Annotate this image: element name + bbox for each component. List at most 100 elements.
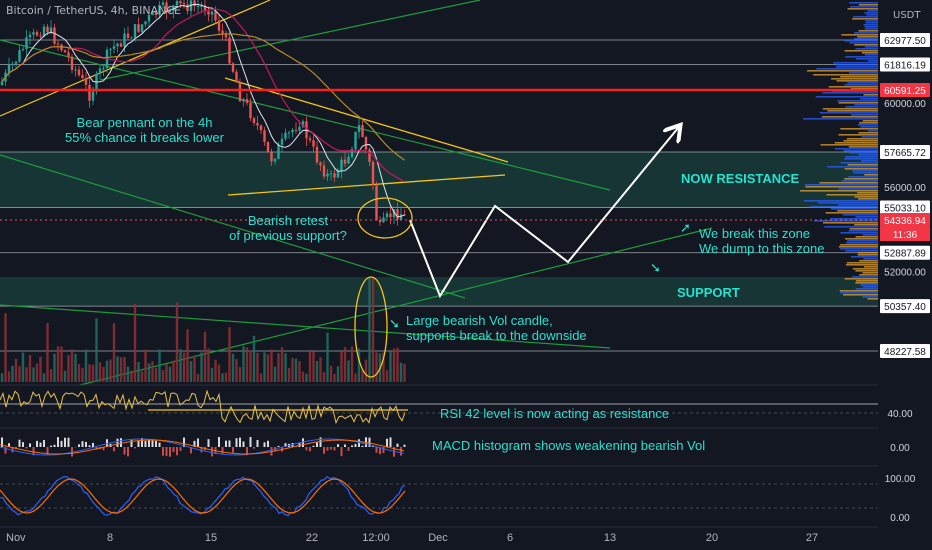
bearish-retest-line2: of previous support? [229, 228, 347, 243]
volume-bar [70, 349, 74, 382]
macd-hist-bar [400, 447, 402, 456]
price-label-3: 60000.00 [884, 99, 926, 110]
macd-hist-bar [151, 440, 154, 447]
macd-hist-bar [221, 447, 224, 454]
volume-bar [144, 349, 147, 382]
candle-body [14, 61, 18, 64]
vol-candle-note: Large bearish Vol candle, supports break… [406, 313, 587, 343]
price-label-bg-6 [880, 200, 930, 215]
volume-bar [14, 358, 18, 382]
volume-bar [385, 370, 389, 382]
volume-profile-bar [849, 2, 878, 4]
volume-bar [172, 360, 175, 382]
candle-body [32, 32, 35, 35]
macd-hist-bar [116, 438, 119, 447]
volume-bar [280, 347, 284, 382]
volume-profile-bar [865, 20, 878, 22]
volume-profile-bar [844, 278, 878, 280]
volume-bar [315, 360, 319, 382]
volume-profile-bar [813, 74, 878, 76]
macd-hist-bar [32, 447, 35, 456]
candle-body [263, 130, 266, 142]
candle-body [196, 5, 200, 7]
price-label-bg-11 [880, 344, 930, 358]
candle-body [305, 121, 308, 139]
macd-hist-bar [344, 444, 346, 447]
macd-hist-bar [393, 447, 395, 457]
volume-profile-bar [835, 64, 878, 66]
volume-profile-bar [846, 138, 878, 140]
volume-bar [63, 370, 67, 382]
volume-bar [53, 353, 56, 382]
volume-bar [196, 373, 200, 382]
volume-bar [175, 302, 179, 382]
candle-body [221, 30, 224, 34]
volume-bar [77, 364, 81, 382]
macd-hist-bar [50, 445, 52, 447]
volume-bar [259, 373, 263, 382]
macd-hist-bar [88, 445, 91, 447]
candle-body [112, 46, 116, 49]
volume-profile-bar [862, 286, 878, 288]
price-label-bg-4 [880, 144, 930, 159]
candle-body [133, 24, 137, 38]
price-label-9: 52000.00 [884, 267, 926, 278]
volume-bar [158, 349, 161, 382]
candle-body [294, 129, 298, 131]
volume-profile-bar [853, 16, 878, 18]
volume-bar [308, 351, 312, 382]
volume-profile-bar [840, 128, 878, 130]
volume-bar [147, 363, 151, 382]
macd-hist-bar [123, 447, 126, 455]
macd-hist-bar [242, 441, 245, 447]
volume-profile-bar [824, 226, 878, 228]
candle-body [203, 5, 207, 12]
volume-profile-bar [847, 240, 878, 242]
volume-profile-bar [865, 22, 878, 24]
volume-profile-bar [863, 258, 878, 260]
volume-profile-bar [838, 204, 878, 206]
volume-profile-bar [858, 132, 878, 134]
rsi-note: RSI 42 level is now acting as resistance [440, 406, 670, 421]
candle-body [322, 165, 326, 177]
macd-hist-bar [165, 447, 168, 457]
volume-bar [270, 349, 273, 382]
candle-body [7, 64, 11, 73]
candle-body [179, 0, 182, 4]
volume-profile-bar [845, 106, 878, 108]
volume-profile-bar [857, 254, 878, 256]
volume-bar [133, 303, 137, 382]
volume-profile-bar [862, 120, 878, 122]
candle-body [392, 209, 396, 218]
candle-body [385, 213, 389, 218]
macd-hist-bar [326, 447, 329, 451]
volume-bar [228, 327, 231, 382]
candle-body [21, 49, 25, 51]
candle-body [168, 11, 172, 13]
macd-hist-bar [78, 444, 80, 447]
candle-body [350, 149, 354, 157]
volume-bar [301, 371, 305, 382]
volume-profile-bar [815, 96, 878, 98]
volume-profile-bar [859, 4, 878, 6]
time-label-5: Dec [428, 532, 448, 544]
price-label-bg-10 [880, 299, 930, 314]
macd-note: MACD histogram shows weakening bearish V… [432, 438, 706, 453]
macd-hist-bar [64, 437, 66, 447]
candle-body [343, 159, 347, 164]
volume-bar [298, 360, 301, 382]
volume-profile-bar [852, 170, 878, 172]
volume-bar [249, 350, 252, 382]
candle-body [235, 71, 238, 83]
volume-bar [252, 335, 256, 382]
candle-body [102, 67, 105, 69]
macd-hist-bar [71, 447, 73, 457]
level-lines [0, 39, 878, 352]
volume-ellipse [354, 276, 388, 378]
volume-bar [49, 369, 53, 382]
volume-bar [207, 348, 210, 382]
time-label-3: 22 [306, 532, 318, 544]
candle-body [18, 50, 21, 62]
candle-body [39, 35, 42, 37]
